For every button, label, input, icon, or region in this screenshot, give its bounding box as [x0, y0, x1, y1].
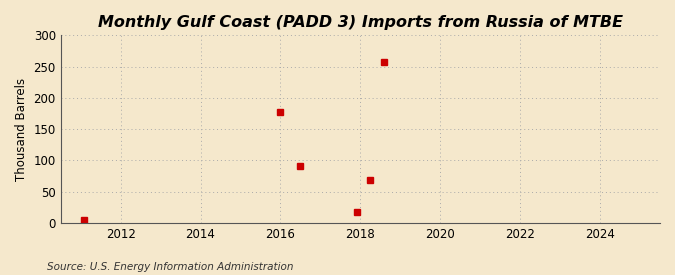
- Title: Monthly Gulf Coast (PADD 3) Imports from Russia of MTBE: Monthly Gulf Coast (PADD 3) Imports from…: [98, 15, 623, 30]
- Y-axis label: Thousand Barrels: Thousand Barrels: [15, 78, 28, 181]
- Text: Source: U.S. Energy Information Administration: Source: U.S. Energy Information Administ…: [47, 262, 294, 272]
